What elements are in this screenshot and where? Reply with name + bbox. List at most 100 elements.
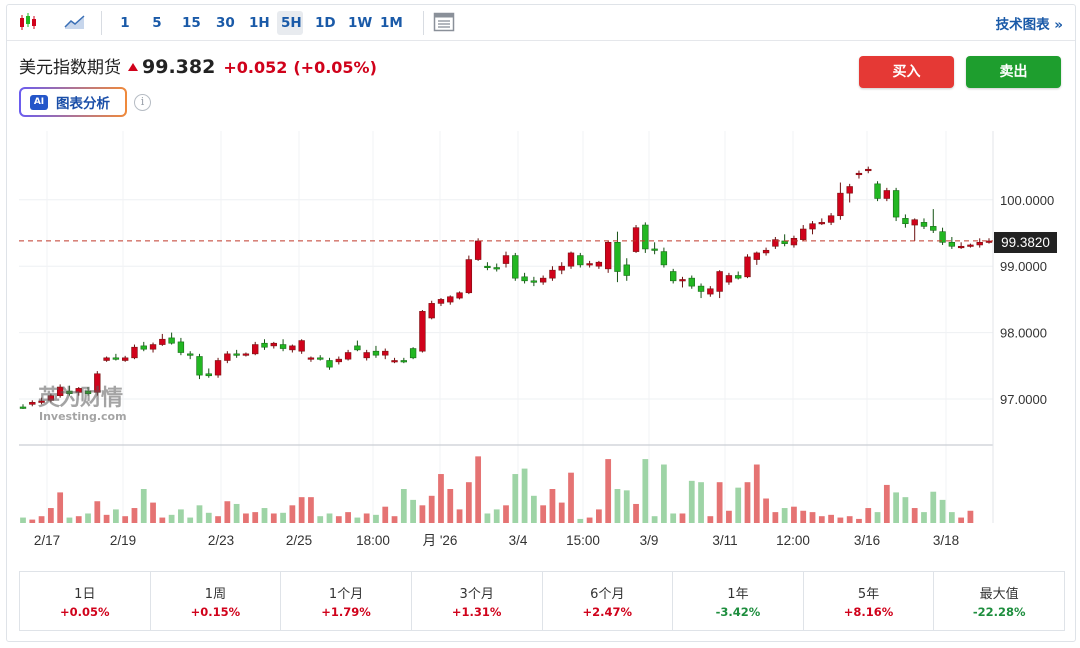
- candle-body: [103, 357, 110, 361]
- interval-button-1d[interactable]: 1D: [315, 15, 336, 31]
- technical-chart-link[interactable]: 技术图表 »: [995, 17, 1063, 33]
- performance-change-value: +0.05%: [60, 605, 110, 619]
- candle-body: [437, 299, 445, 304]
- candle-body: [735, 275, 742, 279]
- volume-bar: [345, 512, 351, 523]
- volume-bar: [763, 498, 769, 523]
- volume-bar: [781, 508, 788, 523]
- toolbar-divider: [101, 11, 102, 35]
- candle-body: [660, 251, 668, 266]
- last-price: 99.382: [142, 56, 216, 78]
- interval-button-1m[interactable]: 1M: [380, 15, 403, 31]
- candle-body: [354, 345, 361, 351]
- info-icon[interactable]: i: [134, 94, 151, 111]
- watermark-main-text: 英为财情: [38, 386, 123, 411]
- volume-bar: [800, 510, 807, 523]
- performance-cell[interactable]: 3个月 +1.31%: [412, 572, 543, 630]
- candle-body: [623, 264, 630, 276]
- volume-bar: [911, 508, 918, 523]
- volume-bar: [363, 513, 370, 523]
- volume-bar: [837, 517, 844, 523]
- volume-bar: [614, 489, 621, 523]
- performance-period-label: 1个月: [328, 587, 364, 602]
- x-axis-date-label: 2/25: [286, 533, 312, 548]
- interval-button-5[interactable]: 5: [152, 15, 162, 31]
- volume-bar: [410, 499, 416, 523]
- y-axis-tick-label: 100.0000: [1000, 193, 1054, 208]
- candle-body: [326, 360, 333, 368]
- volume-bar: [382, 506, 389, 523]
- performance-change-value: -22.28%: [972, 605, 1026, 619]
- volume-bar: [373, 514, 379, 523]
- table-view-icon[interactable]: [433, 12, 455, 32]
- volume-bar: [168, 514, 175, 523]
- candle-body: [121, 357, 129, 361]
- performance-table: 1日 +0.05% 1周 +0.15% 1个月 +1.79% 3个月 +1.31% 6个月 +2.…: [19, 571, 1065, 631]
- volume-bar: [744, 482, 751, 523]
- performance-cell[interactable]: 1年 -3.42%: [673, 572, 804, 630]
- ai-chart-analysis-button[interactable]: AI 图表分析: [19, 87, 127, 117]
- candle-body: [187, 353, 194, 356]
- volume-bar: [577, 518, 584, 523]
- candlestick-type-icon[interactable]: [17, 12, 39, 32]
- interval-button-5h[interactable]: 5H: [277, 11, 303, 35]
- volume-bar: [530, 495, 537, 523]
- performance-change-value: -3.42%: [715, 605, 761, 619]
- candle-body: [939, 231, 946, 243]
- volume-bar: [651, 516, 658, 523]
- y-axis-tick-label: 97.0000: [1000, 392, 1047, 407]
- performance-cell[interactable]: 1个月 +1.79%: [281, 572, 412, 630]
- performance-cell[interactable]: 6个月 +2.47%: [543, 572, 674, 630]
- area-chart-type-icon[interactable]: [63, 12, 87, 32]
- volume-bar: [642, 459, 649, 523]
- candle-body: [567, 252, 575, 267]
- candle-body: [84, 390, 92, 394]
- volume-bar: [958, 517, 965, 523]
- volume-bar: [540, 505, 547, 523]
- candle-body: [19, 406, 27, 409]
- volume-bar: [883, 484, 890, 523]
- interval-button-30[interactable]: 30: [216, 15, 235, 31]
- x-axis-date-label: 3/11: [712, 533, 737, 548]
- performance-period-label: 1日: [74, 587, 96, 602]
- performance-cell[interactable]: 1日 +0.05%: [20, 572, 151, 630]
- interval-button-1[interactable]: 1: [120, 15, 130, 31]
- candle-body: [409, 348, 417, 359]
- candle-body: [38, 400, 45, 403]
- investing-watermark: 英为财情 Investing.com: [38, 387, 127, 423]
- candle-body: [484, 265, 491, 269]
- buy-button[interactable]: 买入: [859, 56, 954, 88]
- candle-body: [957, 245, 965, 249]
- candle-body: [177, 341, 185, 353]
- volume-bar: [224, 501, 231, 523]
- price-chart[interactable]: 100.0000 99.0000 98.0000 97.0000 2/17 2/19 2/2…: [7, 5, 1075, 565]
- performance-cell[interactable]: 5年 +8.16%: [804, 572, 935, 630]
- volume-bar: [252, 512, 259, 523]
- candle-body: [214, 360, 222, 376]
- interval-button-1h[interactable]: 1H: [249, 15, 270, 31]
- interval-button-1w[interactable]: 1W: [348, 15, 373, 31]
- candle-body: [651, 248, 658, 251]
- candle-body: [902, 218, 909, 225]
- volume-bar: [512, 474, 519, 523]
- performance-cell[interactable]: 1周 +0.15%: [151, 572, 282, 630]
- performance-cell[interactable]: 最大值 -22.28%: [934, 572, 1064, 630]
- sell-button[interactable]: 卖出: [966, 56, 1061, 88]
- volume-bar: [317, 516, 324, 523]
- candle-body: [604, 241, 612, 270]
- volume-bar: [447, 489, 454, 523]
- volume-bar: [113, 509, 119, 523]
- y-axis-tick-label: 98.0000: [1000, 326, 1047, 341]
- candle-body: [827, 215, 835, 223]
- candle-body: [493, 267, 500, 270]
- volume-bar: [66, 517, 73, 523]
- performance-change-value: +1.79%: [321, 605, 371, 619]
- interval-button-15[interactable]: 15: [182, 15, 201, 31]
- candle-body: [66, 390, 73, 394]
- volume-bar: [902, 497, 909, 523]
- volume-bar: [623, 490, 630, 523]
- candle-body: [112, 357, 120, 360]
- volume-bar: [131, 508, 138, 523]
- candle-body: [317, 357, 324, 360]
- last-price-tag: 99.3820: [994, 232, 1057, 253]
